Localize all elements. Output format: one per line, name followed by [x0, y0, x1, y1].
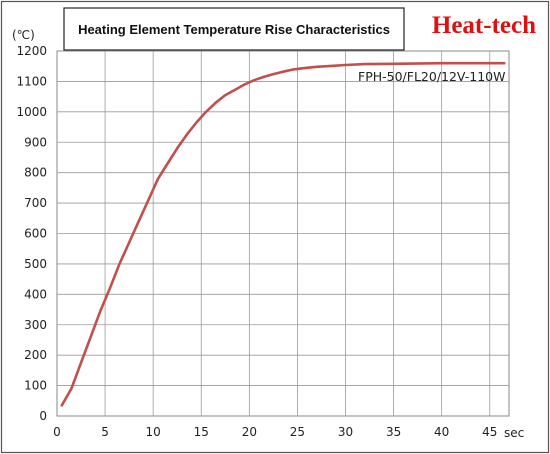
- chart-title: Heating Element Temperature Rise Charact…: [78, 22, 390, 37]
- x-tick-label: 0: [53, 425, 61, 439]
- y-tick-label: 100: [24, 379, 47, 393]
- y-tick-label: 1100: [16, 74, 47, 88]
- series-layer: [60, 61, 506, 407]
- y-tick-label: 1000: [16, 105, 47, 119]
- y-tick-labels: 0 100 200 300 400 500 600 700 800 900 1000 1100 1200: [16, 44, 47, 423]
- x-tick-label: 10: [146, 425, 161, 439]
- x-tick-label: 45: [482, 425, 497, 439]
- y-tick-label: 900: [24, 135, 47, 149]
- y-tick-label: 500: [24, 257, 47, 271]
- y-tick-label: 600: [24, 227, 47, 241]
- y-tick-label: 300: [24, 318, 47, 332]
- x-tick-label: 20: [242, 425, 257, 439]
- y-tick-label: 700: [24, 196, 47, 210]
- x-tick-labels: 0 5 10 15 20 25 30 35 40 45: [53, 425, 497, 439]
- x-tick-label: 5: [101, 425, 109, 439]
- y-tick-label: 400: [24, 287, 47, 301]
- y-tick-label: 0: [39, 409, 47, 423]
- y-tick-label: 1200: [16, 44, 47, 58]
- x-tick-label: 15: [194, 425, 209, 439]
- x-unit-label: sec: [504, 426, 524, 440]
- x-tick-label: 30: [338, 425, 353, 439]
- x-tick-label: 35: [386, 425, 401, 439]
- x-tick-label: 40: [434, 425, 449, 439]
- y-unit-label: (℃): [12, 28, 35, 42]
- y-tick-label: 200: [24, 348, 47, 362]
- y-tick-label: 800: [24, 166, 47, 180]
- x-tick-label: 25: [290, 425, 305, 439]
- grid-layer: [57, 51, 509, 416]
- series-label: FPH-50/FL20/12V-110W: [358, 69, 505, 84]
- brand-logo: Heat-tech: [432, 12, 536, 39]
- title-box: [63, 7, 405, 51]
- series-line: [60, 61, 506, 407]
